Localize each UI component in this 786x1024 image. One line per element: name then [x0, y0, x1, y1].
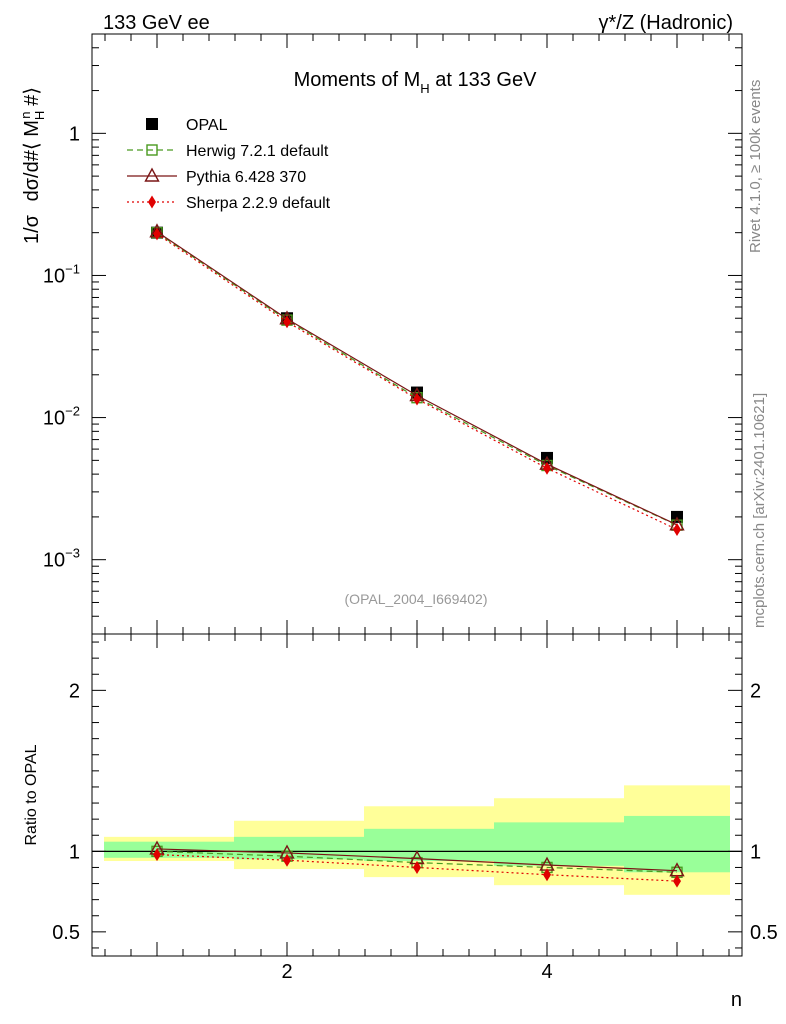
main-y-axis-sup: n [18, 111, 33, 118]
ratio-panel: 2 4 0.5 0.5 1 1 2 2 Ratio to OPAL n [23, 633, 778, 1011]
main-series-herwig [151, 226, 683, 531]
green-band [364, 828, 494, 862]
main-point-sherpa [153, 227, 161, 241]
main-line-herwig [156, 232, 678, 526]
main-y-tick-label: 10−1 [43, 261, 80, 287]
main-y-tick-label: 10−3 [43, 546, 80, 572]
x-tick-label: 4 [541, 961, 552, 983]
mcplots-label: mcplots.cern.ch [arXiv:2401.10621] [751, 393, 768, 628]
main-panel: 10−310−210−11 Moments of MH at 133 GeV (… [18, 33, 743, 635]
ratio-frame [91, 633, 743, 957]
main-axis-ticks: 10−3 10−2 10−1 1 [43, 33, 742, 635]
main-series-pythia [149, 223, 685, 531]
ratio-point-sherpa [283, 853, 291, 867]
rivet-label: Rivet 4.1.0, ≥ 100k events [747, 80, 764, 253]
legend-label-opal: OPAL [186, 117, 228, 134]
main-series-layer [149, 223, 685, 537]
main-series-sherpa [153, 227, 681, 537]
header-right: γ*/Z (Hadronic) [599, 12, 733, 34]
ratio-point-sherpa [673, 874, 681, 888]
legend-marker-herwig [146, 144, 158, 156]
main-y-tick-label: 1 [69, 123, 80, 145]
ratio-y-tick-label-right: 1 [750, 841, 761, 863]
legend-item-herwig: Herwig 7.2.1 default [127, 143, 329, 160]
ratio-point-sherpa [153, 848, 161, 862]
legend-label-herwig: Herwig 7.2.1 default [186, 143, 329, 160]
legend-item-opal: OPAL [146, 117, 228, 134]
ratio-line-pythia [156, 848, 678, 872]
main-y-tick-label: 10−2 [43, 404, 80, 430]
main-series-opal [151, 226, 683, 523]
ratio-series-sherpa [153, 848, 681, 888]
legend-item-pythia: Pythia 6.428 370 [127, 167, 306, 186]
ratio-y-tick-label-right: 2 [750, 680, 761, 702]
main-y-axis-sub: H [32, 111, 47, 120]
main-line-sherpa [156, 233, 678, 531]
main-point-sherpa [413, 392, 421, 406]
green-band [494, 822, 624, 866]
x-axis-label: n [731, 989, 742, 1011]
ratio-y-tick-label: 0.5 [52, 922, 80, 944]
main-point-sherpa [543, 461, 551, 475]
main-point-sherpa [283, 315, 291, 329]
legend: OPAL Herwig 7.2.1 default Pythia 6.428 370… [127, 117, 331, 212]
legend-label-sherpa: Sherpa 2.2.9 default [186, 195, 331, 212]
main-line-pythia [156, 231, 678, 526]
ratio-y-tick-label: 1 [69, 841, 80, 863]
ratio-bands [92, 785, 742, 895]
legend-marker-sherpa [148, 195, 156, 209]
ratio-axis-ticks: 2 4 0.5 0.5 1 1 2 2 [52, 634, 778, 983]
legend-marker-opal [146, 118, 158, 130]
main-title-tail: at 133 GeV [430, 69, 537, 91]
x-tick-label: 2 [281, 961, 292, 983]
main-point-sherpa [673, 523, 681, 537]
green-band [234, 836, 364, 860]
ratio-point-sherpa [543, 868, 551, 882]
header-left: 133 GeV ee [103, 12, 210, 34]
main-y-axis-label: 1/σ dσ/d#⟨ MHn #⟩ [18, 87, 47, 244]
legend-marker-pythia [144, 167, 160, 182]
ratio-point-sherpa [413, 860, 421, 874]
legend-item-sherpa: Sherpa 2.2.9 default [127, 195, 331, 212]
ratio-y-tick-label: 2 [69, 680, 80, 702]
ratio-y-tick-label-right: 0.5 [750, 922, 778, 944]
main-title: Moments of MH at 133 GeV [294, 69, 537, 96]
main-title-subscript: H [420, 81, 429, 96]
main-subtitle: (OPAL_2004_I669402) [345, 591, 488, 607]
legend-label-pythia: Pythia 6.428 370 [186, 169, 306, 186]
ratio-y-axis-label: Ratio to OPAL [23, 744, 40, 845]
ratio-series-layer [149, 840, 685, 888]
main-title-text: Moments of M [294, 69, 421, 91]
